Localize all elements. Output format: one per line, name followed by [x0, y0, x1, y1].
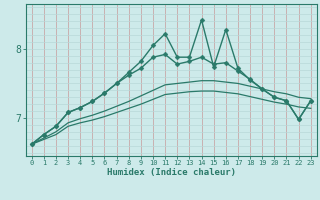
X-axis label: Humidex (Indice chaleur): Humidex (Indice chaleur) — [107, 168, 236, 177]
